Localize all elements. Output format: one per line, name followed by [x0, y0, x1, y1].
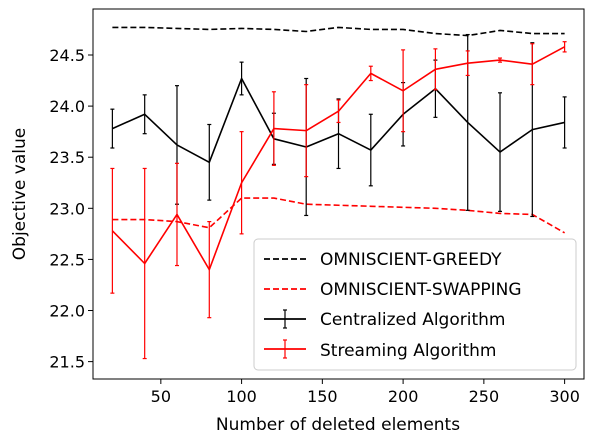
series-line-omniscient-greedy: [112, 26, 565, 37]
error-bar: [110, 108, 115, 149]
x-tick-label: 250: [469, 387, 500, 406]
legend-label-centralized-algorithm: Centralized Algorithm: [320, 310, 505, 330]
x-tick-label: 50: [151, 387, 171, 406]
legend-label-omniscient-greedy: OMNISCIENT-GREEDY: [320, 250, 502, 270]
y-tick-label: 23.5: [49, 148, 85, 167]
error-bar: [142, 94, 147, 135]
series-omniscient-swapping: [112, 197, 566, 234]
error-bar: [498, 57, 503, 63]
series-centralized-algorithm: [110, 33, 567, 218]
legend-box: [253, 238, 577, 371]
error-bar: [465, 50, 470, 77]
error-bar: [174, 162, 179, 267]
error-bar: [368, 65, 373, 82]
series-line-omniscient-swapping: [112, 197, 566, 234]
error-bar: [562, 41, 567, 53]
error-bar: [207, 123, 212, 201]
y-axis-label: Objective value: [10, 128, 30, 260]
error-bar: [562, 96, 567, 149]
error-bar: [142, 167, 147, 360]
series-streaming-algorithm: [110, 41, 567, 360]
x-tick-label: 200: [388, 387, 419, 406]
error-bar: [498, 92, 503, 212]
plot-content: [110, 26, 567, 360]
plot-frame: [92, 8, 585, 380]
x-axis-ticks: 50 100 150 200 250 300: [151, 379, 580, 406]
error-bar: [271, 91, 276, 166]
y-tick-label: 24.5: [49, 46, 85, 65]
error-bar: [239, 61, 244, 96]
error-bar: [336, 99, 341, 124]
x-tick-label: 300: [549, 387, 580, 406]
y-tick-label: 23.0: [49, 199, 85, 218]
x-tick-label: 150: [307, 387, 338, 406]
error-bar: [110, 167, 115, 294]
error-bar: [207, 220, 212, 319]
error-bar: [304, 84, 309, 178]
legend: OMNISCIENT-GREEDY OMNISCIENT-SWAPPING Ce…: [253, 238, 577, 371]
error-bar: [433, 48, 438, 91]
error-bar: [368, 113, 373, 187]
error-bar: [401, 49, 406, 133]
y-tick-label: 22.0: [49, 302, 85, 321]
legend-swatches: [264, 258, 306, 359]
legend-label-omniscient-swapping: OMNISCIENT-SWAPPING: [320, 280, 522, 300]
legend-label-streaming-algorithm: Streaming Algorithm: [320, 341, 496, 361]
y-tick-label: 21.5: [49, 353, 85, 372]
y-axis-ticks: 21.5 22.0 22.5 23.0 23.5 24.0 24.5: [49, 46, 93, 372]
x-tick-label: 100: [226, 387, 257, 406]
x-axis-label: Number of deleted elements: [216, 415, 460, 435]
error-bar: [530, 43, 535, 86]
y-tick-label: 24.0: [49, 97, 85, 116]
error-bar: [239, 131, 244, 235]
y-tick-label: 22.5: [49, 250, 85, 269]
series-omniscient-greedy: [112, 26, 565, 37]
